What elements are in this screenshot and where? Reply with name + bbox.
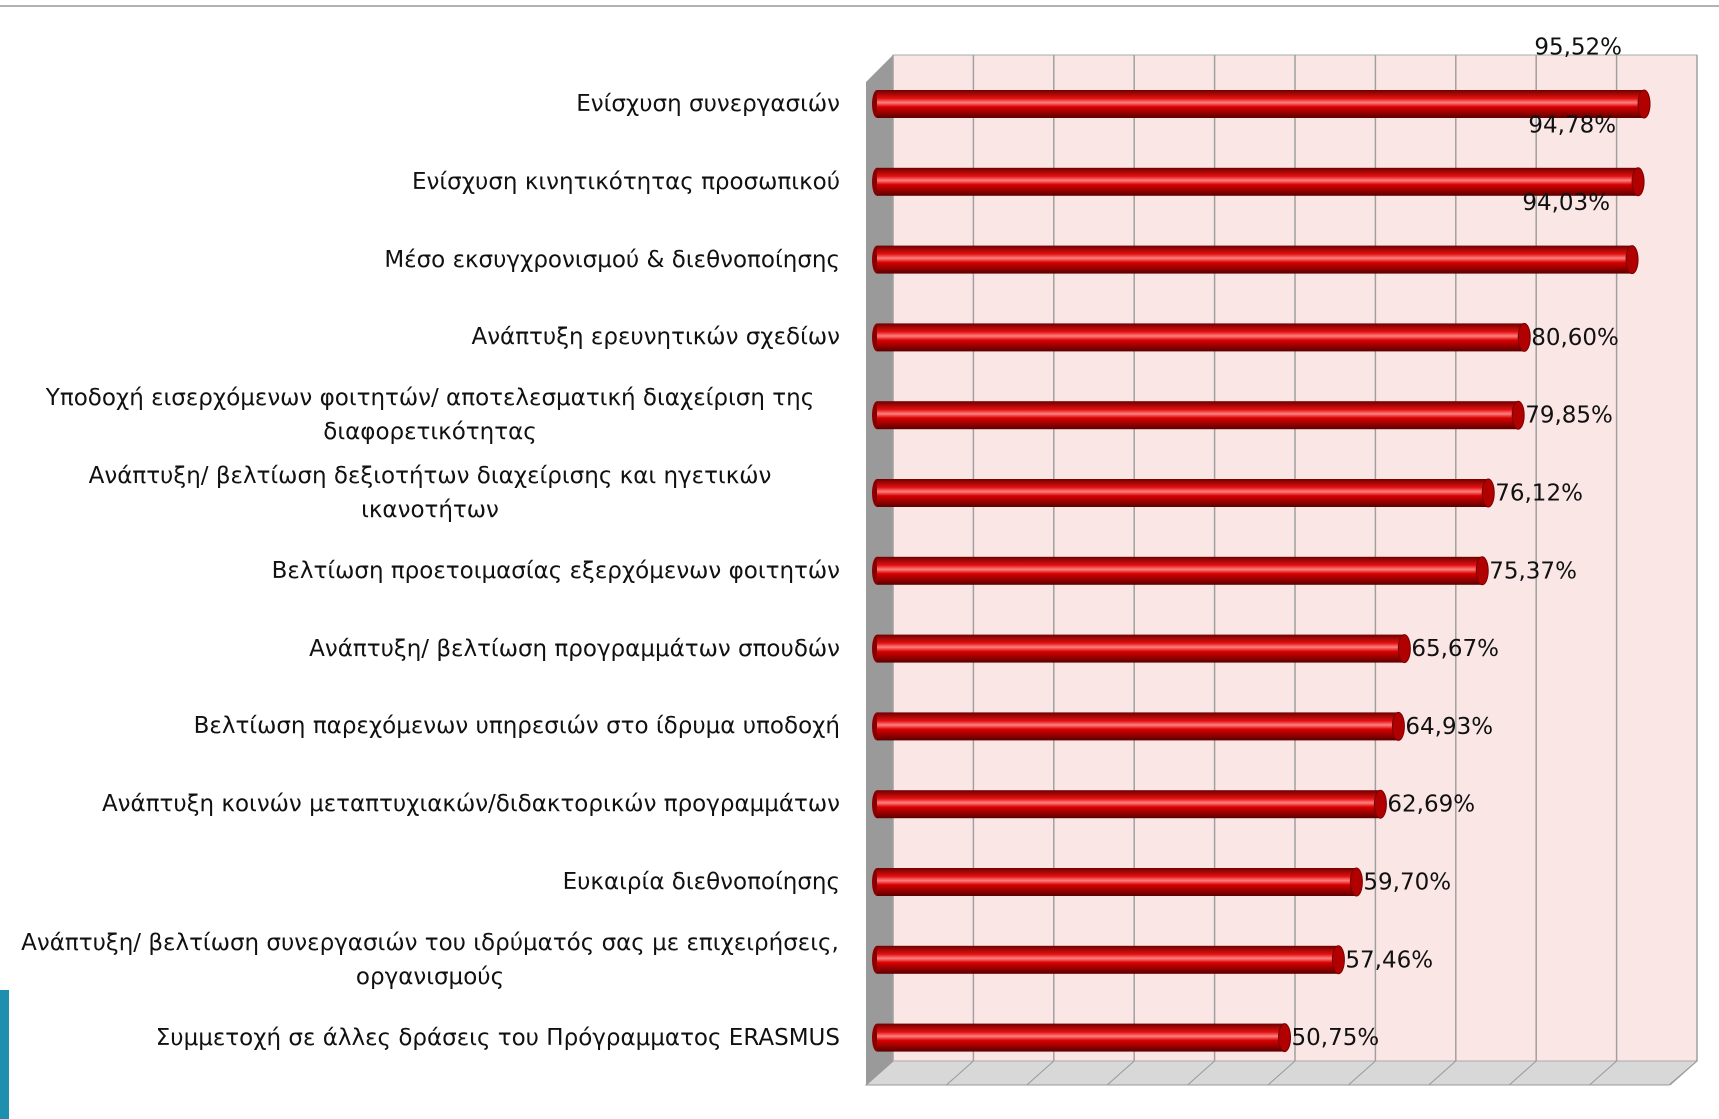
floor-grid-line <box>1669 1060 1698 1086</box>
value-label: 94,78% <box>1528 112 1616 138</box>
category-label-box: Βελτίωση προετοιμασίας εξερχόμενων φοιτη… <box>20 554 840 588</box>
category-label: Υποδοχή εισερχόμενων φοιτητών/ αποτελεσμ… <box>45 385 815 446</box>
bar-cap <box>1278 1023 1292 1053</box>
value-label: 76,12% <box>1495 481 1583 507</box>
category-label: Ανάπτυξη/ βελτίωση προγραμμάτων σπουδών <box>309 635 840 662</box>
value-label: 50,75% <box>1292 1025 1380 1051</box>
floor-grid-line <box>1106 1060 1135 1086</box>
bar-cap <box>1517 322 1531 352</box>
value-label: 79,85% <box>1525 403 1613 429</box>
category-label: Ανάπτυξη ερευνητικών σχεδίων <box>471 324 840 351</box>
category-label-box: Ανάπτυξη/ βελτίωση προγραμμάτων σπουδών <box>20 632 840 666</box>
value-label: 95,52% <box>1534 35 1622 61</box>
floor-grid-line <box>1187 1060 1215 1086</box>
category-label-box: Ευκαιρία διεθνοποίησης <box>20 865 840 899</box>
bar <box>877 401 1519 430</box>
bar <box>877 945 1339 974</box>
bar-cap <box>1475 556 1489 586</box>
bar <box>877 479 1489 507</box>
bar <box>877 167 1639 196</box>
bar <box>877 634 1405 663</box>
category-label-box: Ανάπτυξη ερευνητικών σχεδίων <box>20 320 840 354</box>
category-label-box: Υποδοχή εισερχόμενων φοιτητών/ αποτελεσμ… <box>20 381 840 449</box>
category-label: Βελτίωση παρεχόμενων υπηρεσιών στο ίδρυμ… <box>193 713 840 740</box>
bar-cap <box>1625 245 1639 275</box>
floor-grid-line <box>1348 1060 1376 1086</box>
category-label: Βελτίωση προετοιμασίας εξερχόμενων φοιτη… <box>271 557 840 584</box>
value-label: 57,46% <box>1345 947 1433 973</box>
bar-cap <box>1391 711 1405 741</box>
bar <box>877 323 1525 352</box>
category-label-box: Ανάπτυξη/ βελτίωση συνεργασιών του ιδρύμ… <box>20 926 840 994</box>
category-label: Ενίσχυση συνεργασιών <box>576 91 840 117</box>
category-label-box: Ενίσχυση κινητικότητας προσωπικού <box>20 165 840 199</box>
bar-cap <box>1511 400 1525 430</box>
floor-grid-line <box>1026 1060 1055 1086</box>
category-label-box: Συμμετοχή σε άλλες δράσεις του Πρόγραμμα… <box>20 1021 840 1055</box>
category-label-box: Βελτίωση παρεχόμενων υπηρεσιών στο ίδρυμ… <box>20 709 840 743</box>
bar <box>877 90 1645 118</box>
bar-cap <box>1481 478 1495 508</box>
bar-cap <box>1637 89 1651 119</box>
bar <box>877 868 1357 896</box>
floor-grid-line <box>1267 1060 1296 1086</box>
value-label: 64,93% <box>1405 714 1493 740</box>
side-accent <box>0 990 9 1119</box>
category-label: Ενίσχυση κινητικότητας προσωπικού <box>412 168 840 195</box>
value-label: 62,69% <box>1387 792 1475 818</box>
bar-cap <box>1331 945 1345 975</box>
value-label: 80,60% <box>1531 325 1619 351</box>
value-label: 65,67% <box>1411 636 1499 662</box>
value-label: 75,37% <box>1489 558 1577 584</box>
value-label: 59,70% <box>1363 870 1451 896</box>
floor-grid-line <box>865 1060 894 1086</box>
bar <box>877 556 1483 585</box>
category-label: Ανάπτυξη/ βελτίωση δεξιοτήτων διαχείριση… <box>88 463 772 523</box>
bar-cap <box>1631 167 1645 197</box>
bar-cap <box>1349 867 1363 897</box>
category-label: Μέσο εκσυγχρονισμού & διεθνοποίησης <box>384 246 840 273</box>
bar <box>877 245 1633 274</box>
bar-cap <box>1397 634 1411 664</box>
category-label: Ανάπτυξη/ βελτίωση συνεργασιών του ιδρύμ… <box>21 929 839 990</box>
bar <box>877 790 1381 819</box>
category-label-box: Ανάπτυξη/ βελτίωση δεξιοτήτων διαχείριση… <box>20 459 840 527</box>
category-label-box: Μέσο εκσυγχρονισμού & διεθνοποίησης <box>20 243 840 277</box>
floor-grid-line <box>1589 1060 1617 1086</box>
category-label-box: Ενίσχυση συνεργασιών <box>20 87 840 121</box>
category-label-box: Ανάπτυξη κοινών μεταπτυχιακών/διδακτορικ… <box>20 787 840 821</box>
floor-grid-line <box>1508 1060 1537 1086</box>
category-label: Ανάπτυξη κοινών μεταπτυχιακών/διδακτορικ… <box>101 791 840 818</box>
bar <box>877 1023 1285 1052</box>
floor-grid-line <box>946 1060 974 1086</box>
category-label: Συμμετοχή σε άλλες δράσεις του Πρόγραμμα… <box>155 1024 840 1051</box>
category-label: Ευκαιρία διεθνοποίησης <box>562 869 840 895</box>
bar-cap <box>1373 789 1387 819</box>
value-label: 94,03% <box>1522 190 1610 216</box>
floor-grid-line <box>1428 1060 1457 1086</box>
bar <box>877 712 1399 741</box>
